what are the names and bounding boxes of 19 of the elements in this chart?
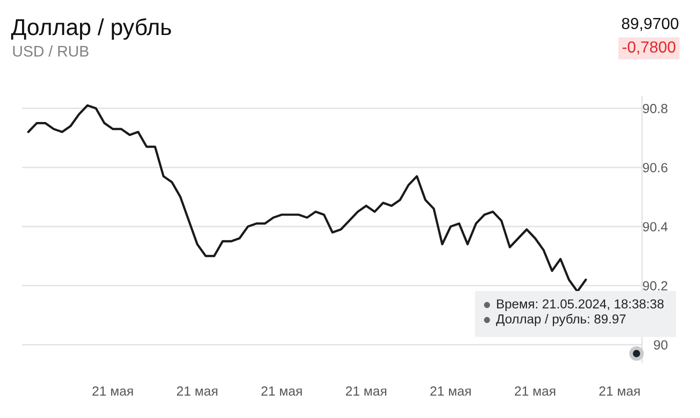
x-tick-label: 21 мая (176, 386, 218, 396)
y-tick-label: 90.2 (642, 281, 668, 290)
x-tick-label: 21 мая (599, 386, 640, 396)
chart-title: Доллар / рубль (11, 18, 172, 40)
x-tick-label: 21 мая (430, 386, 471, 396)
y-tick-label: 90.4 (642, 222, 668, 232)
y-tick-label: 90.6 (642, 162, 668, 172)
x-tick-label: 21 мая (514, 386, 556, 396)
x-tick-label: 21 мая (261, 386, 302, 396)
x-tick-label: 21 мая (92, 386, 133, 396)
y-tick-label: 90 (654, 340, 668, 350)
y-tick-label: 90.8 (642, 104, 668, 114)
chart-subtitle: USD / RUB (13, 45, 88, 57)
annotation: Время: 21.05.2024, 18:38:38 (497, 299, 664, 312)
text: 89,9700 (622, 18, 678, 32)
line-series (27, 104, 587, 293)
text: -0,7800 (622, 41, 676, 55)
annotation: Доллар / рубль: 89.97 (496, 314, 626, 326)
x-tick-label: 21 мая (346, 386, 386, 396)
